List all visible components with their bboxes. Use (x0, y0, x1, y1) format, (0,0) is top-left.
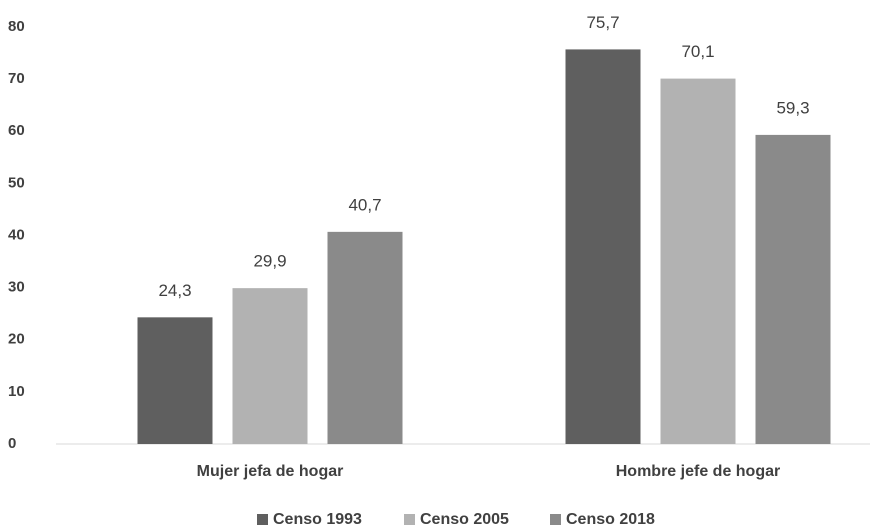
legend-label: Censo 2018 (566, 511, 655, 528)
y-tick-label: 10 (8, 383, 25, 400)
value-label: 40,7 (348, 195, 381, 214)
value-label: 70,1 (681, 42, 714, 61)
bar (327, 231, 403, 444)
legend-label: Censo 2005 (420, 511, 509, 528)
y-tick-label: 40 (8, 226, 25, 243)
x-tick-label: Mujer jefa de hogar (197, 463, 344, 480)
bar (755, 134, 831, 444)
y-tick-label: 70 (8, 70, 25, 87)
y-tick-label: 20 (8, 331, 25, 348)
x-tick-label: Hombre jefe de hogar (616, 463, 780, 480)
legend-swatch (257, 514, 268, 525)
value-label: 24,3 (158, 281, 191, 300)
bar (232, 288, 308, 444)
bar (660, 78, 736, 444)
y-tick-label: 80 (8, 18, 25, 35)
legend-swatch (404, 514, 415, 525)
value-label: 29,9 (253, 252, 286, 271)
y-tick-label: 60 (8, 122, 25, 139)
y-tick-label: 0 (8, 435, 16, 452)
bar (565, 49, 641, 444)
value-label: 59,3 (776, 98, 809, 117)
bar (137, 317, 213, 444)
y-tick-label: 50 (8, 174, 25, 191)
value-label: 75,7 (586, 13, 619, 32)
legend-label: Censo 1993 (273, 511, 362, 528)
legend-swatch (550, 514, 561, 525)
y-tick-label: 30 (8, 279, 25, 296)
